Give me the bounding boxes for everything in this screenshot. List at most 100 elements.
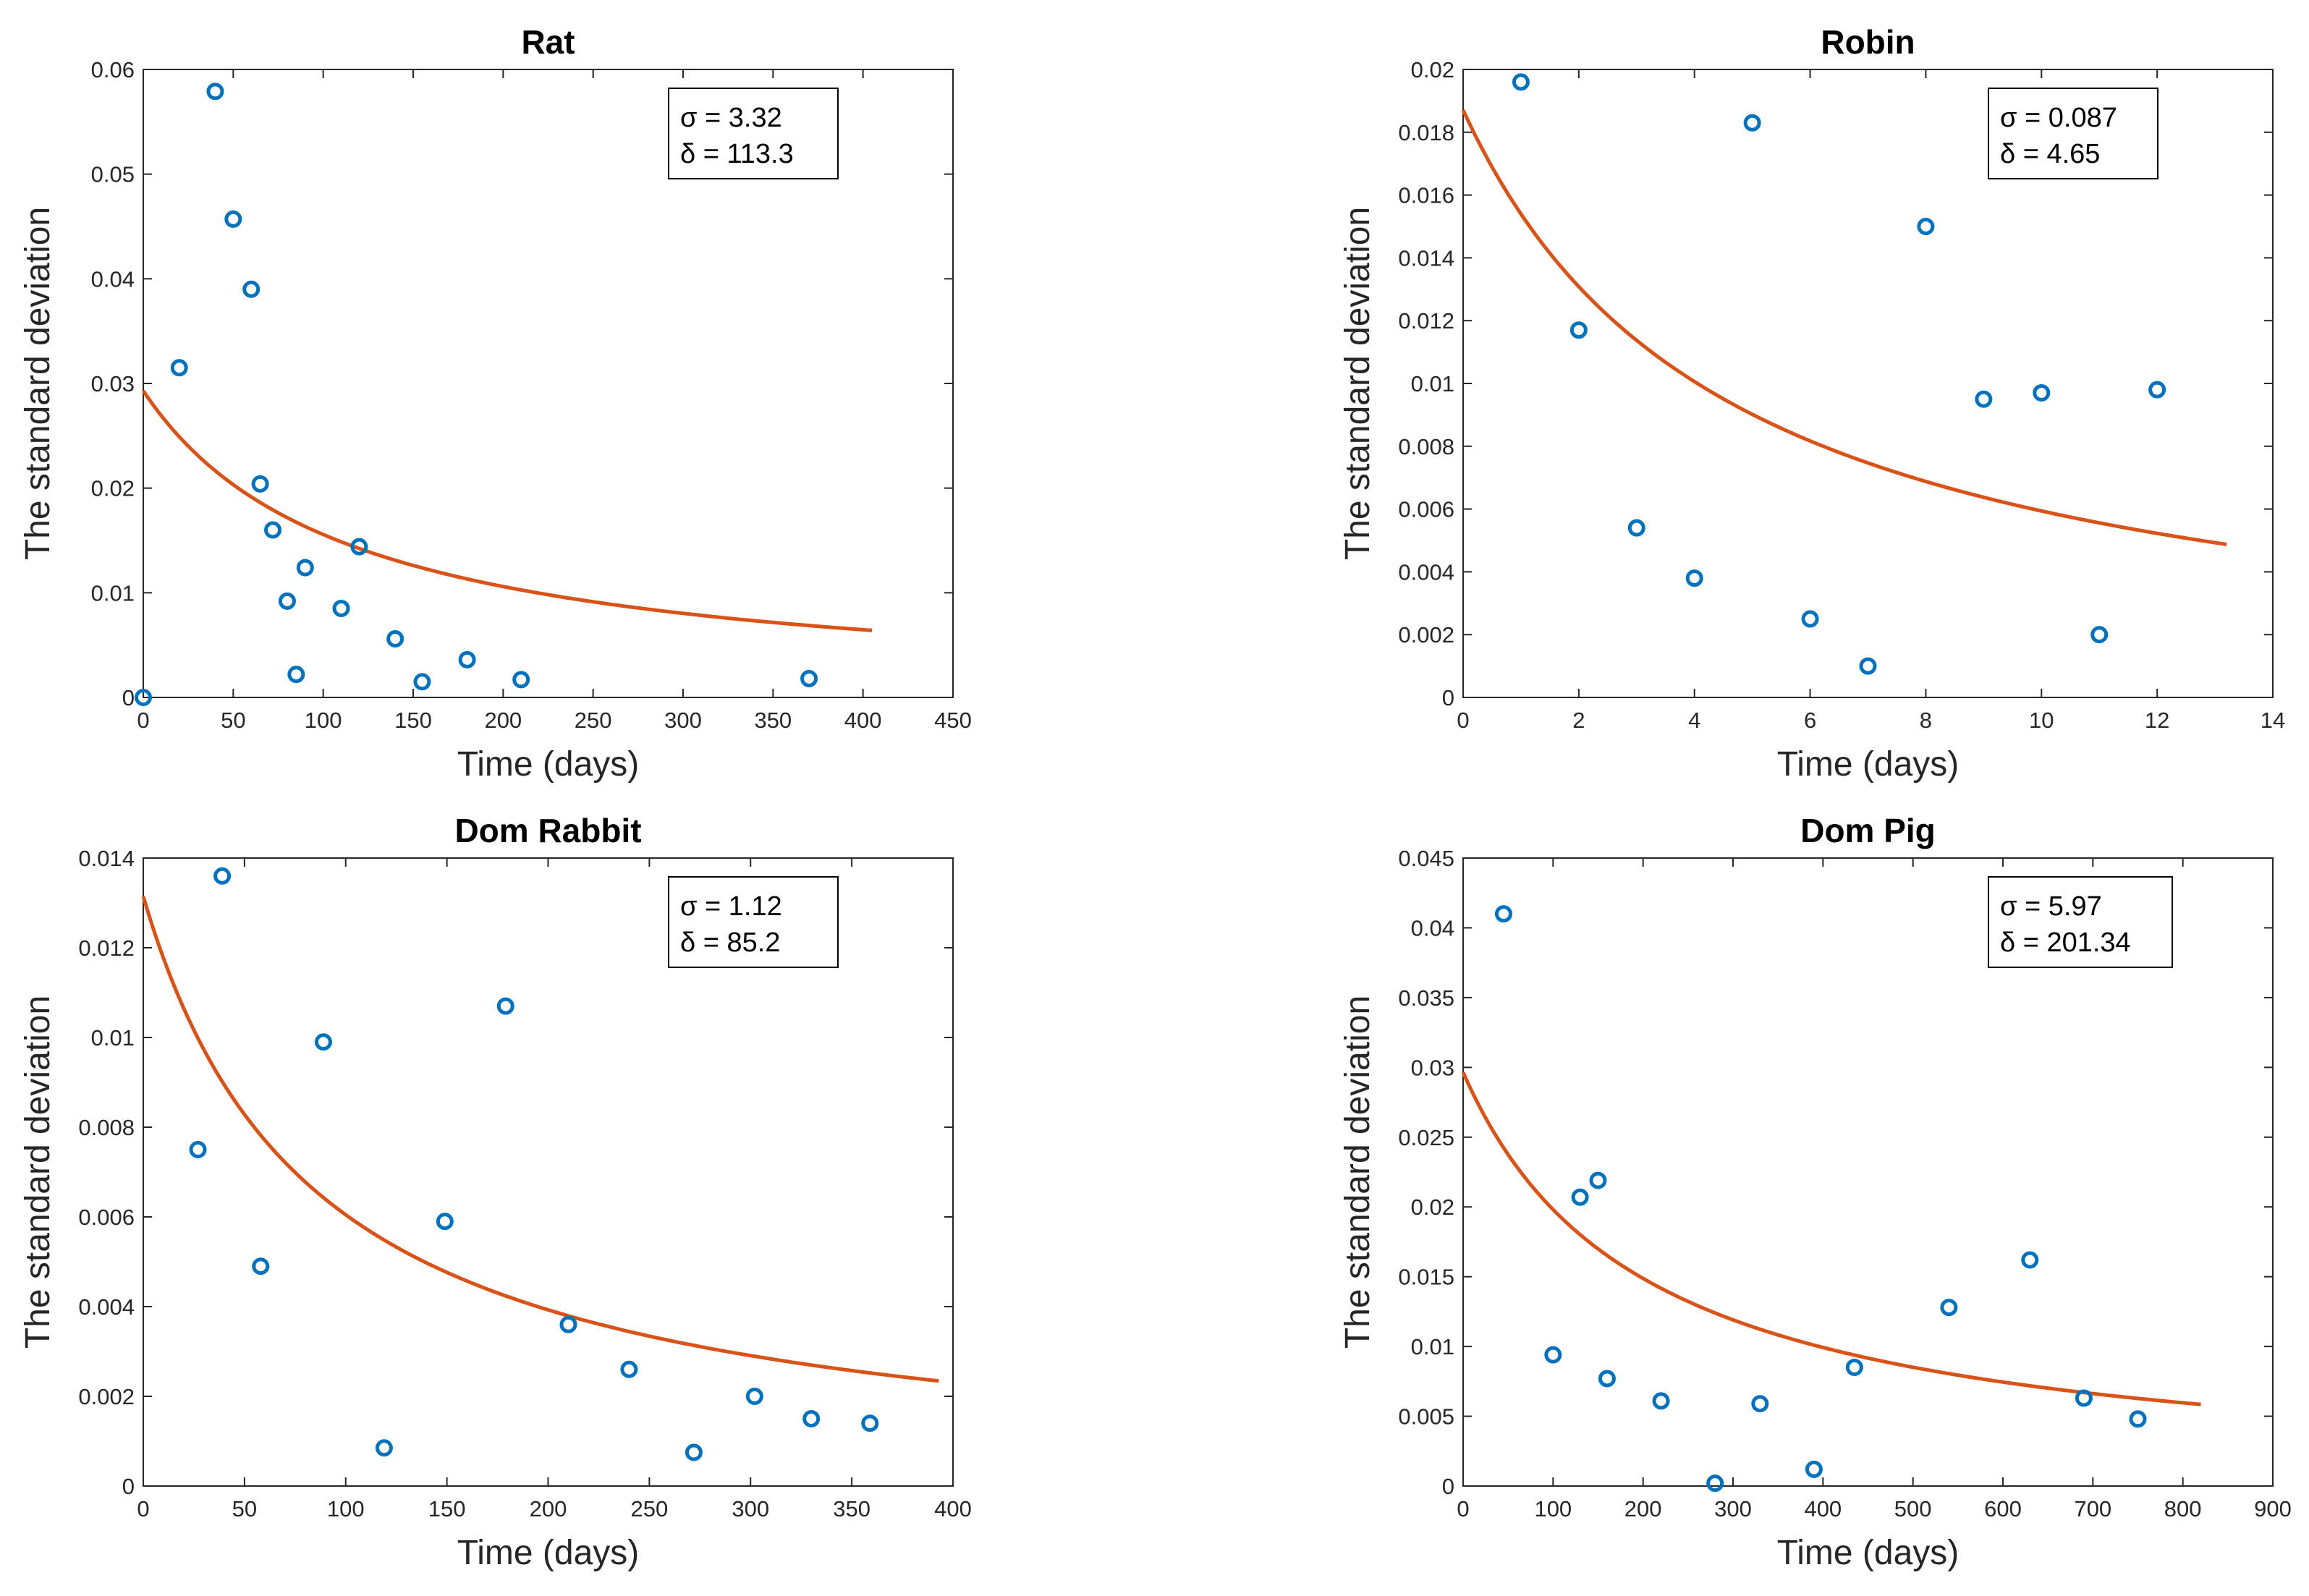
x-tick-label: 350 [754, 708, 792, 733]
data-point [2148, 381, 2166, 399]
x-tick-label: 250 [575, 708, 612, 733]
y-tick-label: 0.01 [1411, 1334, 1454, 1359]
data-point [861, 1414, 879, 1432]
plot-area-frame [1462, 857, 2274, 1487]
data-point [458, 650, 476, 668]
data-point [1598, 1370, 1616, 1388]
x-tick-label: 800 [2164, 1496, 2202, 1521]
x-tick-label: 0 [137, 708, 149, 733]
x-tick-label: 450 [934, 708, 972, 733]
chart-panel: 0 2 4 6 8 10 12 14 0 0.002 0.004 0.006 0.008 0.01 0.01… [1339, 23, 2285, 784]
data-point [170, 359, 188, 377]
data-point [1940, 1299, 1958, 1317]
data-point [386, 629, 404, 648]
y-tick-label: 0.04 [91, 266, 135, 292]
x-axis-label: Time (days) [457, 745, 640, 784]
data-point [224, 210, 242, 228]
x-tick-label: 8 [1920, 708, 1932, 733]
data-point [413, 673, 431, 691]
data-point [314, 1033, 332, 1051]
data-point [242, 280, 260, 298]
y-tick-label: 0.045 [1398, 846, 1454, 871]
y-tick-label: 0.006 [78, 1205, 135, 1230]
data-point [1859, 657, 1877, 675]
annotation-box [668, 88, 839, 179]
x-tick-label: 50 [232, 1496, 257, 1521]
data-point [2021, 1251, 2039, 1269]
x-tick-label: 10 [2029, 708, 2054, 733]
data-point [1589, 1171, 1607, 1189]
y-tick-label: 0.005 [1398, 1404, 1454, 1430]
y-tick-label: 0.04 [1411, 915, 1454, 941]
delta-annotation: δ = 85.2 [680, 928, 780, 958]
x-tick-label: 2 [1572, 708, 1585, 733]
y-tick-label: 0.01 [91, 580, 135, 606]
data-point [1706, 1474, 1724, 1493]
data-point [1805, 1460, 1823, 1478]
sigma-annotation: σ = 5.97 [2000, 891, 2102, 922]
y-tick-label: 0.035 [1398, 985, 1454, 1011]
y-tick-label: 0.015 [1398, 1265, 1454, 1290]
data-point [800, 669, 818, 687]
data-point [1627, 519, 1645, 537]
x-tick-label: 300 [1714, 1496, 1752, 1521]
data-point [135, 689, 152, 706]
y-tick-label: 0.02 [1411, 1194, 1454, 1220]
x-tick-label: 400 [1804, 1496, 1842, 1521]
data-point [1845, 1359, 1863, 1377]
chart-title: Dom Rabbit [454, 812, 641, 849]
chart-title: Robin [1821, 23, 1915, 61]
y-tick-label: 0 [122, 1474, 135, 1499]
y-tick-label: 0.018 [1398, 120, 1454, 145]
x-tick-label: 100 [1534, 1496, 1572, 1521]
x-tick-label: 0 [1457, 708, 1469, 733]
sigma-annotation: σ = 0.087 [2000, 103, 2117, 133]
x-tick-label: 200 [530, 1496, 567, 1521]
y-axis-label: The standard deviation [19, 996, 57, 1349]
y-axis-label: The standard deviation [1339, 996, 1377, 1349]
data-point [296, 559, 314, 577]
chart-panel: 0 50 100 150 200 250 300 350 400 450 0 0.01 0.02 0.03… [19, 23, 972, 784]
data-point [206, 82, 224, 101]
data-point [1751, 1395, 1769, 1413]
data-point [1544, 1346, 1562, 1364]
y-tick-label: 0.008 [78, 1115, 135, 1140]
data-point [1494, 905, 1512, 923]
fit-curve [1461, 1071, 2201, 1406]
y-tick-label: 0.014 [78, 846, 135, 871]
x-tick-label: 14 [2261, 708, 2285, 733]
data-point [1512, 73, 1530, 91]
x-tick-label: 900 [2254, 1496, 2292, 1521]
y-tick-label: 0.012 [1398, 308, 1454, 334]
y-tick-label: 0.016 [1398, 183, 1454, 208]
y-tick-label: 0.02 [1411, 57, 1454, 82]
y-tick-label: 0.01 [1411, 371, 1454, 396]
fit-curve [141, 389, 873, 632]
delta-annotation: δ = 4.65 [2000, 139, 2100, 169]
x-tick-label: 300 [664, 708, 702, 733]
y-tick-label: 0.03 [1411, 1055, 1454, 1080]
data-point [213, 867, 232, 885]
y-tick-label: 0 [1442, 685, 1454, 710]
chart-panel: 0 100 200 300 400 500 600 700 800 900 0 0.005 0.01 0.… [1339, 812, 2292, 1572]
x-tick-label: 600 [1984, 1496, 2022, 1521]
x-tick-label: 150 [428, 1496, 466, 1521]
x-tick-label: 250 [631, 1496, 669, 1521]
x-tick-label: 0 [137, 1496, 149, 1521]
data-point [1571, 1188, 1589, 1206]
x-tick-label: 50 [221, 708, 245, 733]
data-point [2033, 384, 2051, 402]
x-tick-label: 150 [394, 708, 432, 733]
y-tick-label: 0.006 [1398, 497, 1454, 522]
x-tick-label: 6 [1804, 708, 1816, 733]
data-point [1917, 218, 1935, 235]
x-tick-label: 0 [1457, 1496, 1469, 1521]
x-tick-label: 400 [934, 1496, 972, 1521]
x-tick-label: 100 [327, 1496, 365, 1521]
data-point [1975, 390, 1993, 408]
annotation-box [668, 876, 839, 968]
x-tick-label: 350 [833, 1496, 870, 1521]
sigma-annotation: σ = 1.12 [680, 891, 782, 922]
x-axis-label: Time (days) [1777, 1534, 1960, 1572]
data-point [264, 521, 282, 539]
